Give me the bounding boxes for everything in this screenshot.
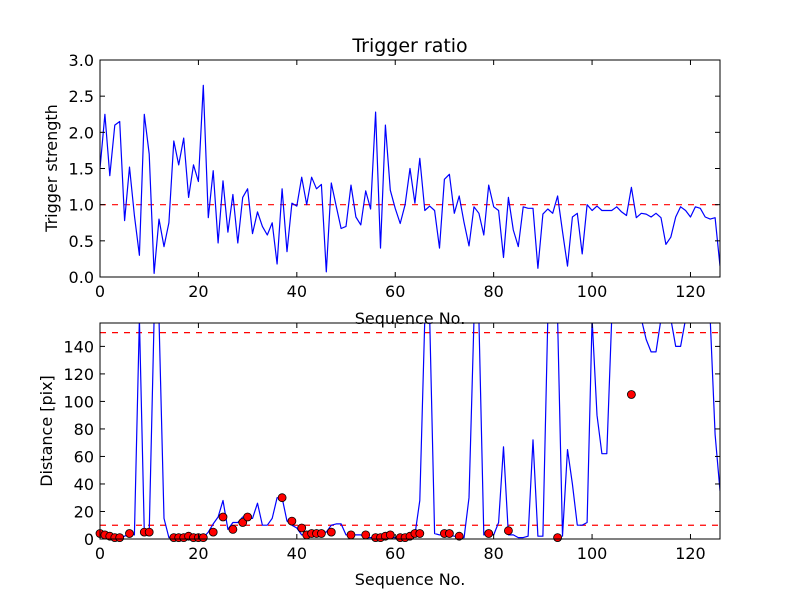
top-x-tick-label: 80 — [483, 282, 503, 301]
bottom-data-point — [297, 523, 307, 533]
top-x-tick-label: 20 — [188, 282, 208, 301]
top-panel: Trigger ratio 0 20 40 60 80 100 120 0.0 0.5 1.0 1.… — [42, 35, 721, 328]
bottom-x-tick-label: 80 — [483, 544, 503, 563]
bottom-data-point — [553, 533, 562, 542]
bottom-data-point — [361, 530, 371, 540]
bottom-x-axis-label: Sequence No. — [355, 570, 466, 589]
bottom-y-tick-label: 60 — [74, 447, 94, 466]
top-series-line-0 — [100, 84, 720, 274]
bottom-y-tick-label: 80 — [74, 420, 94, 439]
bottom-data-point — [454, 531, 464, 541]
bottom-data-point — [208, 527, 218, 537]
bottom-x-tick-label: 20 — [188, 544, 208, 563]
top-y-tick-label: 1.0 — [69, 196, 94, 215]
bottom-data-point — [238, 518, 248, 527]
top-y-tick-label: 0.0 — [69, 268, 94, 287]
bottom-ticks: 0 20 40 60 80 100 120 0 20 40 60 80 100 120 140 — [63, 323, 720, 563]
bottom-data-point — [415, 529, 425, 538]
bottom-data-point — [316, 529, 326, 538]
bottom-data-point — [115, 533, 125, 542]
bottom-y-tick-label: 140 — [63, 337, 94, 356]
bottom-x-tick-label: 40 — [287, 544, 307, 563]
top-x-tick-label: 40 — [287, 282, 307, 301]
bottom-y-tick-label: 40 — [74, 475, 94, 494]
bottom-panel: 0 20 40 60 80 100 120 0 20 40 60 80 100 120 140 Sequen… — [37, 322, 721, 589]
bottom-y-axis-label: Distance [pix] — [37, 375, 56, 487]
bottom-x-tick-label: 120 — [675, 544, 706, 563]
top-x-tick-label: 100 — [577, 282, 608, 301]
bottom-data-point — [627, 390, 636, 399]
bottom-data-point — [326, 527, 336, 537]
bottom-axes-frame — [99, 322, 721, 540]
bottom-x-tick-label: 0 — [95, 544, 105, 563]
bottom-y-tick-label: 100 — [63, 392, 94, 411]
top-y-tick-label: 1.5 — [69, 160, 94, 179]
bottom-data-point — [484, 529, 494, 538]
bottom-data-point — [125, 529, 134, 538]
top-x-tick-label: 60 — [385, 282, 405, 301]
bottom-data-point — [287, 516, 297, 526]
top-x-tick-label: 120 — [675, 282, 706, 301]
top-y-tick-label: 2.5 — [69, 87, 94, 106]
top-plot-area — [100, 84, 720, 274]
top-chart-title: Trigger ratio — [351, 35, 467, 57]
bottom-data-point — [346, 530, 356, 540]
top-y-tick-label: 0.5 — [69, 232, 94, 251]
top-ticks: 0 20 40 60 80 100 120 0.0 0.5 1.0 1.5 2.0 2.5 3.0 — [69, 51, 720, 301]
bottom-data-point — [277, 493, 287, 503]
bottom-data-point — [228, 525, 238, 534]
bottom-data-point — [144, 527, 154, 537]
bottom-x-tick-label: 60 — [385, 544, 405, 563]
bottom-data-point — [385, 530, 395, 540]
top-y-tick-label: 2.0 — [69, 123, 94, 142]
bottom-y-tick-label: 20 — [74, 502, 94, 521]
bottom-data-point — [218, 512, 228, 522]
top-x-axis-label: Sequence No. — [355, 309, 466, 328]
top-y-tick-label: 3.0 — [69, 51, 94, 70]
bottom-y-tick-label: 0 — [84, 530, 94, 549]
bottom-y-tick-label: 120 — [63, 365, 94, 384]
bottom-data-point — [503, 526, 513, 536]
bottom-data-point — [444, 529, 454, 538]
top-y-axis-label: Trigger strength — [42, 104, 61, 233]
bottom-x-tick-label: 100 — [577, 544, 608, 563]
bottom-data-point — [198, 533, 208, 542]
bottom-data-point — [243, 512, 253, 522]
top-x-tick-label: 0 — [95, 282, 105, 301]
bottom-plot-area — [95, 323, 720, 542]
